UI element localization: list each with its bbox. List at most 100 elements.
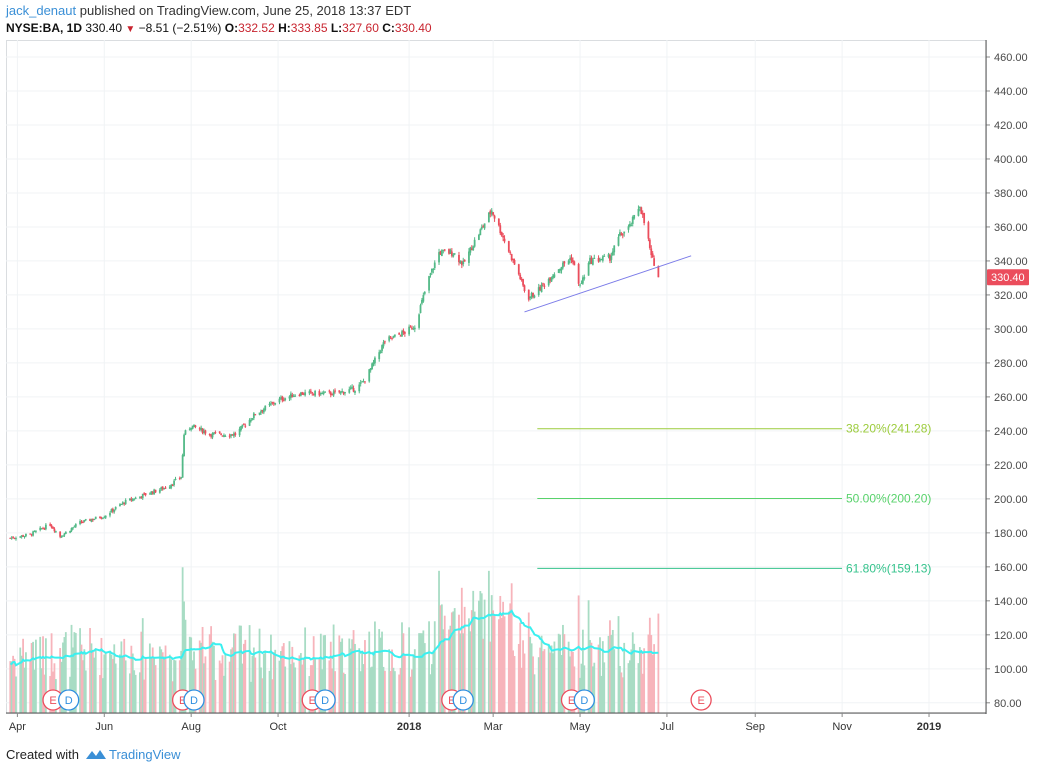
time-axis[interactable]: Apr Jun Aug Oct 2018 Mar May Jul Sep Nov 2019 bbox=[6, 712, 986, 733]
price-tick-label: 440.00 bbox=[994, 86, 1028, 98]
volume-bar bbox=[134, 674, 137, 713]
candle-body bbox=[411, 328, 413, 330]
volume-bar bbox=[299, 653, 302, 713]
volume-bar bbox=[429, 674, 432, 713]
volume-bar bbox=[130, 645, 133, 713]
candle-body bbox=[334, 390, 336, 392]
volume-bar bbox=[74, 633, 77, 713]
candle-body bbox=[382, 342, 385, 347]
time-tick-label: Nov bbox=[832, 721, 852, 733]
candle-body bbox=[30, 534, 33, 536]
candle-body bbox=[200, 427, 203, 430]
price-tick-label: 340.00 bbox=[994, 256, 1028, 268]
candle-body bbox=[577, 264, 580, 284]
candle-body bbox=[248, 419, 251, 426]
candle-body bbox=[581, 277, 584, 284]
candle-body bbox=[301, 392, 304, 395]
volume-bar bbox=[468, 618, 470, 713]
trendline[interactable] bbox=[524, 255, 692, 313]
volume-bar bbox=[25, 652, 27, 713]
volume-bar bbox=[210, 626, 213, 713]
volume-bar bbox=[361, 651, 364, 713]
volume-bar bbox=[398, 674, 401, 713]
candle-body bbox=[537, 287, 540, 296]
volume-bar bbox=[218, 660, 221, 713]
volume-bar bbox=[627, 663, 630, 713]
volume-bar bbox=[569, 656, 571, 713]
candle-body bbox=[657, 265, 660, 278]
candle-body bbox=[151, 491, 154, 494]
candle-body bbox=[309, 390, 312, 392]
volume-bar bbox=[200, 642, 203, 713]
candle-body bbox=[210, 434, 213, 437]
volume-bar bbox=[233, 633, 235, 713]
candle-body bbox=[198, 428, 201, 430]
candle-body bbox=[130, 498, 133, 501]
price-tick-label: 120.00 bbox=[994, 630, 1028, 642]
candle-body bbox=[35, 530, 37, 532]
volume-bar bbox=[82, 660, 84, 713]
volume-bar bbox=[261, 678, 264, 713]
volume-bar bbox=[63, 637, 66, 713]
volume-bar bbox=[648, 617, 651, 713]
time-tick-label: Apr bbox=[9, 721, 26, 733]
candle-body bbox=[121, 502, 124, 504]
candle-body bbox=[510, 254, 513, 261]
volume-bar bbox=[178, 660, 181, 713]
volume-bar bbox=[73, 632, 76, 713]
volume-bar bbox=[532, 656, 534, 713]
volume-bar bbox=[619, 666, 621, 713]
candle-body bbox=[304, 392, 307, 396]
candle-body bbox=[463, 259, 466, 262]
candle-body bbox=[284, 398, 287, 401]
candle-body bbox=[180, 477, 183, 479]
author-link[interactable]: jack_denaut bbox=[6, 3, 77, 18]
candle-body bbox=[633, 214, 636, 219]
volume-bar bbox=[153, 657, 156, 713]
tradingview-link[interactable]: TradingView bbox=[108, 747, 181, 762]
volume-bar bbox=[354, 643, 356, 713]
volume-bar bbox=[438, 570, 440, 713]
volume-bar bbox=[379, 637, 382, 713]
volume-bar bbox=[248, 625, 251, 713]
dividend-marker-circle bbox=[58, 689, 80, 711]
candle-body bbox=[391, 337, 393, 339]
volume-bar bbox=[301, 664, 304, 713]
candle-body bbox=[453, 253, 456, 255]
candle-body bbox=[251, 418, 254, 420]
volume-bar bbox=[250, 681, 252, 713]
time-tick-label: Mar bbox=[484, 721, 503, 733]
candle-body bbox=[647, 222, 650, 239]
candle-body bbox=[213, 432, 215, 434]
volume-bar bbox=[238, 625, 241, 713]
volume-bar bbox=[523, 653, 526, 713]
candle-body bbox=[650, 248, 653, 256]
price-axis[interactable]: 80.00 100.00 120.00 140.00 160.00 180.00 200.0… bbox=[985, 40, 1028, 714]
candle-body bbox=[204, 430, 207, 434]
candle-body bbox=[230, 434, 232, 437]
volume-bar bbox=[381, 631, 383, 713]
candle-body bbox=[603, 255, 606, 257]
candle-body bbox=[470, 248, 473, 251]
price-tick-label: 220.00 bbox=[994, 460, 1028, 472]
price-chart[interactable]: 38.20%(241.28) 50.00%(200.20) 61.80%(159.1… bbox=[0, 40, 1040, 740]
last-price-tag: 330.40 bbox=[987, 269, 1029, 286]
volume-bar bbox=[252, 647, 255, 713]
candle-body bbox=[412, 328, 415, 330]
candle-body bbox=[543, 285, 546, 287]
candle-body bbox=[324, 391, 326, 393]
candle-body bbox=[242, 423, 245, 425]
volume-bar bbox=[371, 666, 373, 713]
volume-bar bbox=[328, 660, 331, 713]
volume-bar bbox=[348, 638, 351, 713]
candle-body bbox=[552, 275, 554, 279]
fibonacci-levels[interactable]: 38.20%(241.28) 50.00%(200.20) 61.80%(159.1… bbox=[537, 422, 931, 576]
volume-bar bbox=[110, 654, 113, 713]
plot-frame bbox=[6, 40, 987, 714]
candle-body bbox=[291, 394, 294, 398]
volume-bar bbox=[383, 670, 386, 713]
volume-bar bbox=[462, 633, 465, 713]
candle-body bbox=[244, 425, 247, 427]
volume-bar bbox=[180, 650, 183, 713]
volume-bar bbox=[580, 663, 583, 713]
